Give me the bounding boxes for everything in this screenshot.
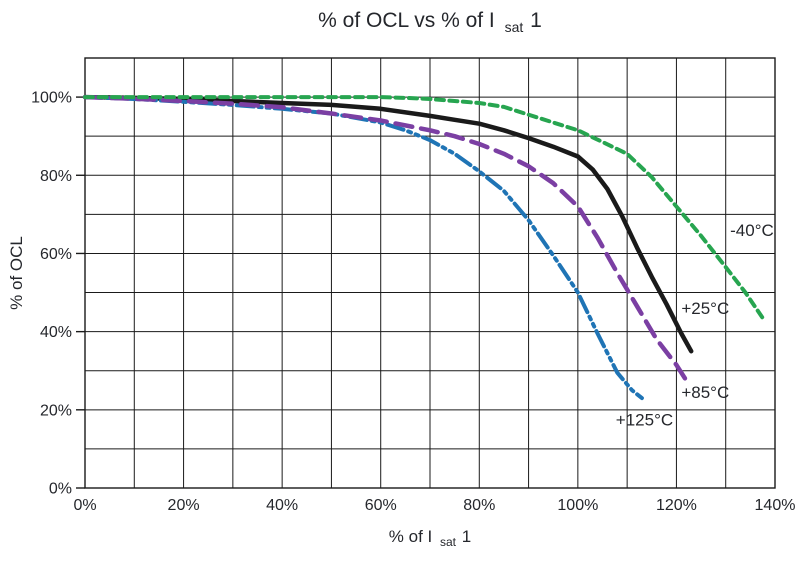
series-curve-85cc bbox=[82, 94, 689, 383]
series-curve-125cc bbox=[83, 95, 644, 401]
curve-label-125cc: +125°C bbox=[616, 411, 673, 430]
y-tick-label: 60% bbox=[40, 246, 72, 263]
curve-label-25cc: +25°C bbox=[681, 299, 729, 318]
x-tick-label: 40% bbox=[266, 497, 298, 514]
y-axis-title: % of OCL bbox=[7, 236, 26, 310]
y-tick-label: 100% bbox=[31, 90, 72, 107]
series-layer bbox=[82, 94, 765, 401]
y-tick-label: 40% bbox=[40, 324, 72, 341]
y-tick-label: 80% bbox=[40, 168, 72, 185]
x-tick-label: 120% bbox=[656, 497, 697, 514]
curve-label-layer: +25°C +125°C +85°C -40°C bbox=[616, 221, 774, 430]
chart-title-subscript: sat bbox=[505, 19, 524, 35]
series-curve-25cc bbox=[82, 94, 694, 354]
x-tick-label: 100% bbox=[557, 497, 598, 514]
x-tick-label: 140% bbox=[755, 497, 796, 514]
x-tick-label: 0% bbox=[73, 497, 96, 514]
x-axis-title: % of I sat 1 bbox=[389, 527, 471, 550]
y-tick-label: 0% bbox=[49, 481, 72, 498]
grid-layer bbox=[84, 57, 776, 489]
chart-title-main: % of OCL vs % of I bbox=[318, 9, 495, 32]
curve-label-40cc: -40°C bbox=[730, 221, 774, 240]
plot-border bbox=[84, 57, 776, 489]
x-tick-label: 20% bbox=[168, 497, 200, 514]
x-axis-title-suffix: 1 bbox=[462, 527, 471, 546]
x-axis-title-subscript: sat bbox=[440, 535, 457, 549]
curve-label-85cc: +85°C bbox=[681, 383, 729, 402]
y-tick-label: 20% bbox=[40, 402, 72, 419]
chart-title-suffix: 1 bbox=[530, 9, 542, 32]
chart-title: % of OCL vs % of I sat 1 bbox=[318, 9, 542, 37]
x-tick-label: 80% bbox=[463, 497, 495, 514]
series-curve-40cc bbox=[83, 95, 765, 320]
x-axis-title-main: % of I bbox=[389, 527, 432, 546]
x-tick-label: 60% bbox=[365, 497, 397, 514]
tick-layer: 0% 20% 40% 60% 80% 100% 0% 20% 40% 60% 80% 100% 120%… bbox=[31, 90, 795, 514]
